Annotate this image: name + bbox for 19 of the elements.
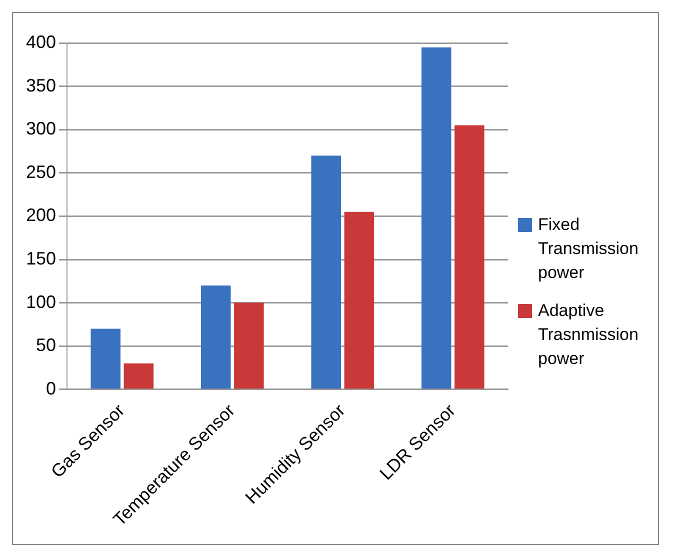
y-tick-label: 200 bbox=[26, 205, 56, 226]
bar bbox=[421, 47, 452, 389]
y-tick-label: 150 bbox=[26, 248, 56, 268]
bar bbox=[344, 212, 374, 389]
bar bbox=[234, 302, 264, 389]
y-tick-label: 350 bbox=[26, 75, 56, 96]
y-tick-label: 300 bbox=[26, 118, 56, 139]
bar bbox=[200, 285, 231, 389]
y-tick-label: 400 bbox=[26, 32, 56, 52]
bar bbox=[311, 156, 341, 389]
y-tick-label: 50 bbox=[36, 335, 56, 356]
y-tick-label: 100 bbox=[26, 292, 56, 312]
bar bbox=[124, 363, 154, 389]
y-tick-label: 250 bbox=[26, 162, 56, 182]
y-tick-label: 0 bbox=[46, 378, 56, 398]
bar bbox=[454, 125, 484, 389]
bar bbox=[90, 328, 120, 389]
legend-label: Adaptive Trasnmission power bbox=[538, 300, 640, 370]
legend-label: Fixed Transmission power bbox=[538, 214, 640, 284]
